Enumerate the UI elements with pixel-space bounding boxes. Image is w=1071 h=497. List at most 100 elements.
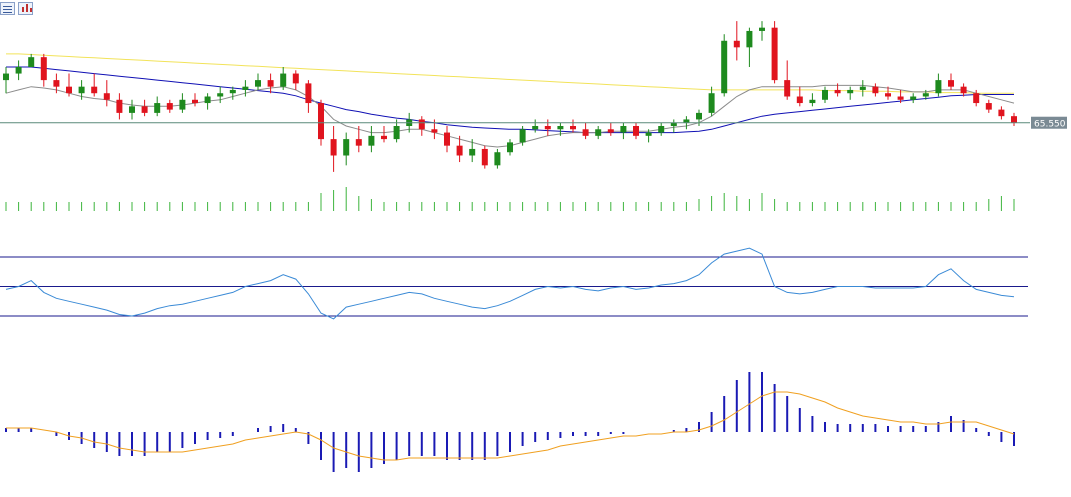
candle-body — [456, 145, 463, 156]
candle — [948, 73, 954, 90]
candle — [368, 126, 375, 153]
candle-body — [481, 148, 488, 166]
candle-body — [859, 86, 866, 90]
candle — [179, 93, 186, 113]
candle-body — [78, 86, 85, 94]
candle — [822, 86, 828, 104]
candle — [141, 99, 148, 117]
candle-body — [129, 106, 135, 113]
price-tag — [1031, 116, 1067, 129]
candle — [859, 80, 866, 97]
candle — [557, 122, 564, 136]
candle-body — [103, 93, 110, 100]
candle-body — [28, 57, 35, 67]
candle — [91, 73, 98, 97]
candle — [973, 89, 980, 107]
candle — [708, 86, 715, 117]
candle — [255, 73, 261, 90]
candle-body — [91, 86, 98, 94]
candle-body — [66, 86, 72, 94]
candle-body — [645, 132, 652, 136]
candle-body — [670, 122, 677, 126]
candle-body — [935, 80, 942, 94]
candle — [998, 106, 1005, 120]
rsi-line — [5, 247, 1015, 320]
candle-body — [658, 126, 665, 133]
candle — [481, 145, 488, 169]
candle-body — [229, 89, 236, 94]
candle — [620, 122, 627, 140]
candle-body — [633, 126, 639, 136]
candle-body — [960, 86, 967, 94]
candle-body — [910, 96, 917, 100]
candle — [746, 27, 753, 67]
candle — [330, 126, 337, 172]
candle — [393, 119, 400, 143]
candle — [519, 126, 526, 146]
candle-body — [570, 126, 576, 130]
candle — [305, 80, 312, 113]
candle — [381, 126, 387, 143]
candle-body — [267, 80, 274, 87]
candle-body — [582, 129, 589, 136]
candle-body — [696, 112, 702, 120]
candle — [129, 99, 135, 120]
candles — [3, 21, 1017, 172]
candle — [343, 132, 350, 166]
candle-body — [796, 96, 803, 104]
price-tag-label: 65.550 — [1034, 120, 1066, 130]
candle-body — [1011, 116, 1017, 123]
candle-body — [217, 93, 224, 97]
candle — [696, 109, 702, 126]
candle-body — [192, 99, 198, 104]
candle — [670, 119, 677, 133]
candle-body — [381, 135, 387, 140]
candle — [570, 119, 576, 133]
candle-body — [40, 57, 47, 81]
list-window-icon[interactable] — [0, 2, 15, 15]
candle-body — [318, 103, 324, 140]
candle-body — [305, 83, 312, 104]
ma-slow-line — [6, 53, 1014, 94]
candle-body — [116, 99, 123, 113]
candle-body — [872, 86, 879, 94]
candle-body — [998, 109, 1005, 117]
candle-body — [204, 96, 211, 104]
candle — [444, 126, 450, 153]
candle-body — [255, 80, 261, 87]
candle-body — [368, 135, 375, 146]
candle — [847, 86, 854, 100]
candle-body — [494, 152, 501, 166]
candle — [910, 93, 917, 104]
candle — [116, 93, 123, 120]
candle — [771, 21, 778, 84]
candle-body — [885, 93, 891, 97]
candle — [897, 89, 904, 104]
chart-window-icon[interactable] — [18, 2, 33, 15]
candle-body — [280, 73, 287, 87]
candle — [494, 148, 501, 169]
candle — [192, 93, 198, 107]
candle — [166, 99, 173, 113]
candle — [595, 126, 602, 140]
candle — [242, 80, 249, 97]
candle — [759, 21, 765, 41]
ma-mid-line — [6, 66, 1014, 134]
candle-body — [834, 89, 841, 94]
candle — [53, 73, 60, 94]
candle — [733, 21, 740, 61]
candle-body — [922, 93, 929, 97]
candle-body — [355, 139, 362, 146]
candle — [154, 96, 161, 117]
candle — [935, 73, 942, 97]
candle — [645, 129, 652, 143]
candle — [3, 67, 9, 94]
candle — [1011, 112, 1017, 126]
candle — [507, 139, 513, 156]
candle-body — [166, 103, 173, 110]
candle-body — [343, 139, 350, 156]
candle — [217, 86, 224, 104]
candle — [292, 70, 299, 90]
